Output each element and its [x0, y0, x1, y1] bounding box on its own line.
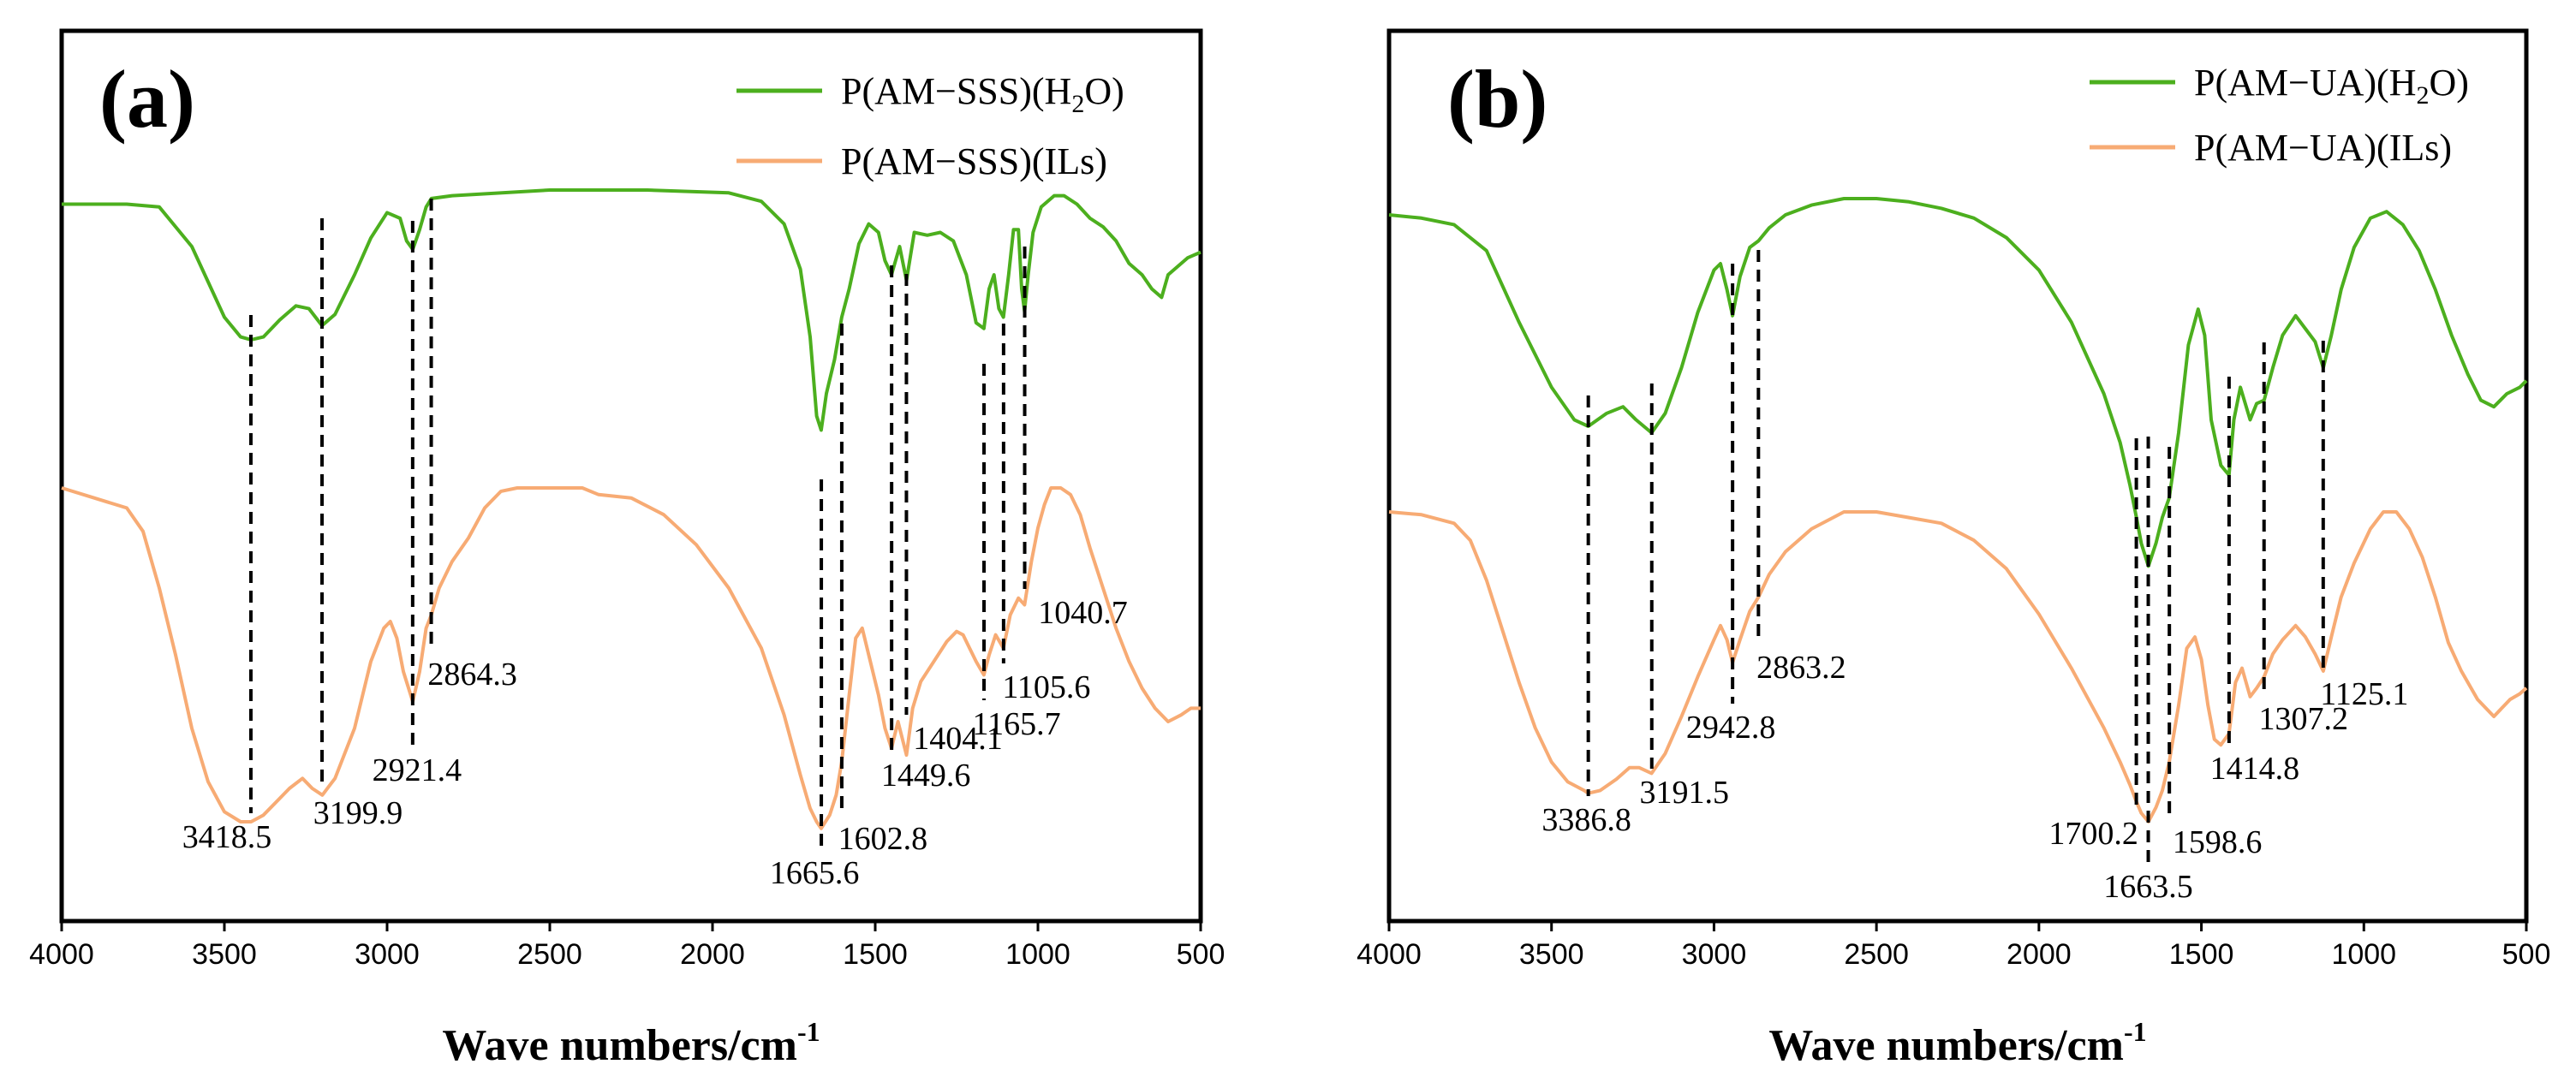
- peak-label-1165-7: 1165.7: [972, 706, 1060, 742]
- peak-label-1307-2: 1307.2: [2258, 701, 2348, 737]
- panel-label-b: (b): [1447, 53, 1547, 145]
- x-tick-label: 500: [2502, 938, 2551, 971]
- x-tick-label: 2500: [1844, 938, 1909, 971]
- peak-label-1125-1: 1125.1: [2320, 676, 2408, 712]
- peak-label-1663-5: 1663.5: [2103, 869, 2193, 905]
- plot-frame-b: [1386, 28, 2529, 924]
- peak-label-1040-7: 1040.7: [1038, 595, 1128, 631]
- peak-label-2864-3: 2864.3: [427, 657, 517, 693]
- series-line-ils-a: [61, 486, 1201, 830]
- panel-b: (b) P(AM−UA)(H2O) P(AM−UA)(ILs) 3386.831…: [1357, 28, 2550, 1070]
- x-tick-label: 3000: [1682, 938, 1747, 971]
- x-tick-label: 1000: [2331, 938, 2396, 971]
- plot-frame-a: [59, 28, 1203, 924]
- x-tick-label: 1000: [1005, 938, 1070, 971]
- x-axis-ticks-a: 4000 3500 3000 2500 2000 1500 1000 500: [29, 921, 1225, 971]
- peak-label-1700-2: 1700.2: [2048, 816, 2138, 852]
- peak-label-1665-6: 1665.6: [770, 855, 860, 891]
- peak-label-3199-9: 3199.9: [313, 795, 403, 831]
- x-tick-label: 2500: [517, 938, 582, 971]
- series-line-h2o-a: [62, 188, 1202, 432]
- peak-label-1404-1: 1404.1: [913, 721, 1003, 757]
- series-line-h2o-b: [1388, 197, 2528, 568]
- legend-label-green-a: P(AM−SSS)(H2O): [841, 70, 1124, 118]
- peak-markers-a: [248, 199, 1027, 849]
- x-tick-label: 1500: [2169, 938, 2234, 971]
- legend-label-green-b: P(AM−UA)(H2O): [2194, 62, 2469, 110]
- peak-label-1105-6: 1105.6: [1002, 669, 1090, 705]
- peak-label-2863-2: 2863.2: [1756, 650, 1846, 686]
- x-tick-label: 2000: [680, 938, 745, 971]
- peak-label-1414-8: 1414.8: [2210, 751, 2300, 787]
- x-tick-label: 2000: [2007, 938, 2072, 971]
- x-axis-ticks-b: 4000 3500 3000 2500 2000 1500 1000 500: [1357, 921, 2550, 971]
- peak-label-1598-6: 1598.6: [2173, 824, 2263, 860]
- peak-label-3191-5: 3191.5: [1640, 775, 1730, 811]
- peak-label-3418-5: 3418.5: [182, 819, 272, 855]
- x-tick-label: 3500: [1519, 938, 1584, 971]
- panel-label-a: (a): [99, 53, 195, 145]
- x-tick-label: 3000: [355, 938, 420, 971]
- x-tick-label: 500: [1177, 938, 1225, 971]
- legend-a: P(AM−SSS)(H2O) P(AM−SSS)(ILs): [736, 70, 1124, 182]
- x-tick-label: 1500: [843, 938, 908, 971]
- peak-label-1449-6: 1449.6: [881, 758, 971, 794]
- panel-a: (a) P(AM−SSS)(H2O) P(AM−SSS)(ILs) 3418.5…: [29, 28, 1225, 1070]
- x-axis-title-b: Wave numbers/cm-1: [1768, 1016, 2146, 1070]
- peak-label-1602-8: 1602.8: [838, 821, 928, 857]
- peak-label-2921-4: 2921.4: [373, 752, 462, 788]
- x-axis-title-a: Wave numbers/cm-1: [442, 1016, 820, 1070]
- x-tick-label: 4000: [29, 938, 94, 971]
- x-tick-label: 4000: [1357, 938, 1422, 971]
- legend-label-orange-a: P(AM−SSS)(ILs): [841, 140, 1107, 182]
- peak-label-3386-8: 3386.8: [1541, 802, 1631, 838]
- peak-label-2942-8: 2942.8: [1686, 710, 1776, 746]
- series-line-ils-b: [1388, 510, 2528, 823]
- x-tick-label: 3500: [192, 938, 257, 971]
- legend-label-orange-b: P(AM−UA)(ILs): [2194, 127, 2452, 169]
- peak-markers-b: [1586, 250, 2325, 863]
- legend-b: P(AM−UA)(H2O) P(AM−UA)(ILs): [2090, 62, 2469, 169]
